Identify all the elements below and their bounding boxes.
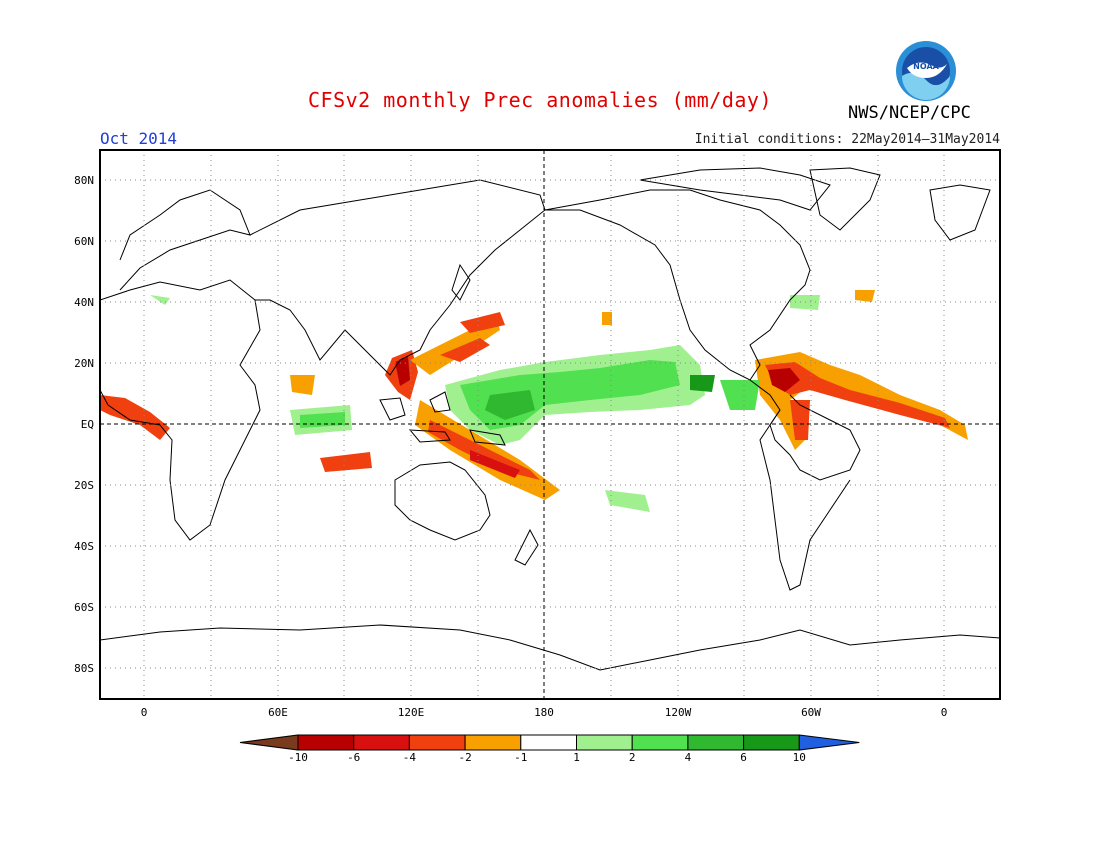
lat-tick: 80N <box>74 174 94 187</box>
lon-tick: 120E <box>398 706 425 719</box>
colorbar-swatch <box>520 734 577 751</box>
colorbar-label: 2 <box>628 751 636 764</box>
noaa-logo-text: NOAA <box>913 62 939 71</box>
anomaly-shading <box>100 290 968 512</box>
colorbar-label: -4 <box>402 751 417 764</box>
lon-tick: 120W <box>665 706 692 719</box>
graticule <box>100 150 1000 699</box>
colorbar-swatch <box>408 734 466 751</box>
colorbar-label: -10 <box>288 751 308 764</box>
agency-label: NWS/NCEP/CPC <box>848 103 971 123</box>
lat-tick: 40S <box>74 540 94 553</box>
colorbar-label: 6 <box>740 751 747 764</box>
lon-axis: 0 60E 120E 180 120W 60W 0 <box>141 706 948 719</box>
colorbar-swatches <box>239 734 860 751</box>
coastlines <box>100 167 1000 671</box>
colorbar-label: -2 <box>458 751 472 764</box>
lat-tick: 80S <box>74 662 94 675</box>
lon-tick: 0 <box>141 706 148 719</box>
lon-tick: 60E <box>268 706 288 719</box>
colorbar-label: 1 <box>573 751 580 764</box>
lat-tick: 60S <box>74 601 94 614</box>
colorbar-label: 10 <box>792 751 806 764</box>
colorbar-label: 4 <box>684 751 692 764</box>
colorbar-swatch <box>631 734 689 751</box>
valid-month-label: Oct 2014 <box>100 129 178 148</box>
lon-tick: 60W <box>801 706 821 719</box>
colorbar-swatch <box>464 734 522 751</box>
colorbar-swatch <box>743 734 800 751</box>
colorbar-arrow-high <box>798 734 860 751</box>
lon-tick: 180 <box>534 706 554 719</box>
lat-tick: 20S <box>74 479 94 492</box>
lat-tick: 40N <box>74 296 94 309</box>
noaa-logo: NOAA <box>896 41 956 101</box>
colorbar-swatch <box>297 734 355 751</box>
lat-tick: 60N <box>74 235 94 248</box>
colorbar-swatch <box>576 734 633 751</box>
colorbar-label: -1 <box>514 751 528 764</box>
lat-axis: 80N 60N 40N 20N EQ 20S 40S 60S 80S <box>74 174 94 675</box>
map-frame <box>99 149 1001 700</box>
colorbar-swatch <box>353 734 410 751</box>
colorbar-label: -6 <box>347 751 361 764</box>
colorbar-swatch <box>687 734 745 751</box>
lon-tick: 0 <box>941 706 948 719</box>
map-title: CFSv2 monthly Prec anomalies (mm/day) <box>307 88 773 112</box>
lat-tick: 20N <box>74 357 94 370</box>
colorbar-arrow-low <box>239 734 299 751</box>
lat-tick: EQ <box>81 418 94 431</box>
initial-conditions-label: Initial conditions: 22May2014–31May2014 <box>694 132 1000 147</box>
